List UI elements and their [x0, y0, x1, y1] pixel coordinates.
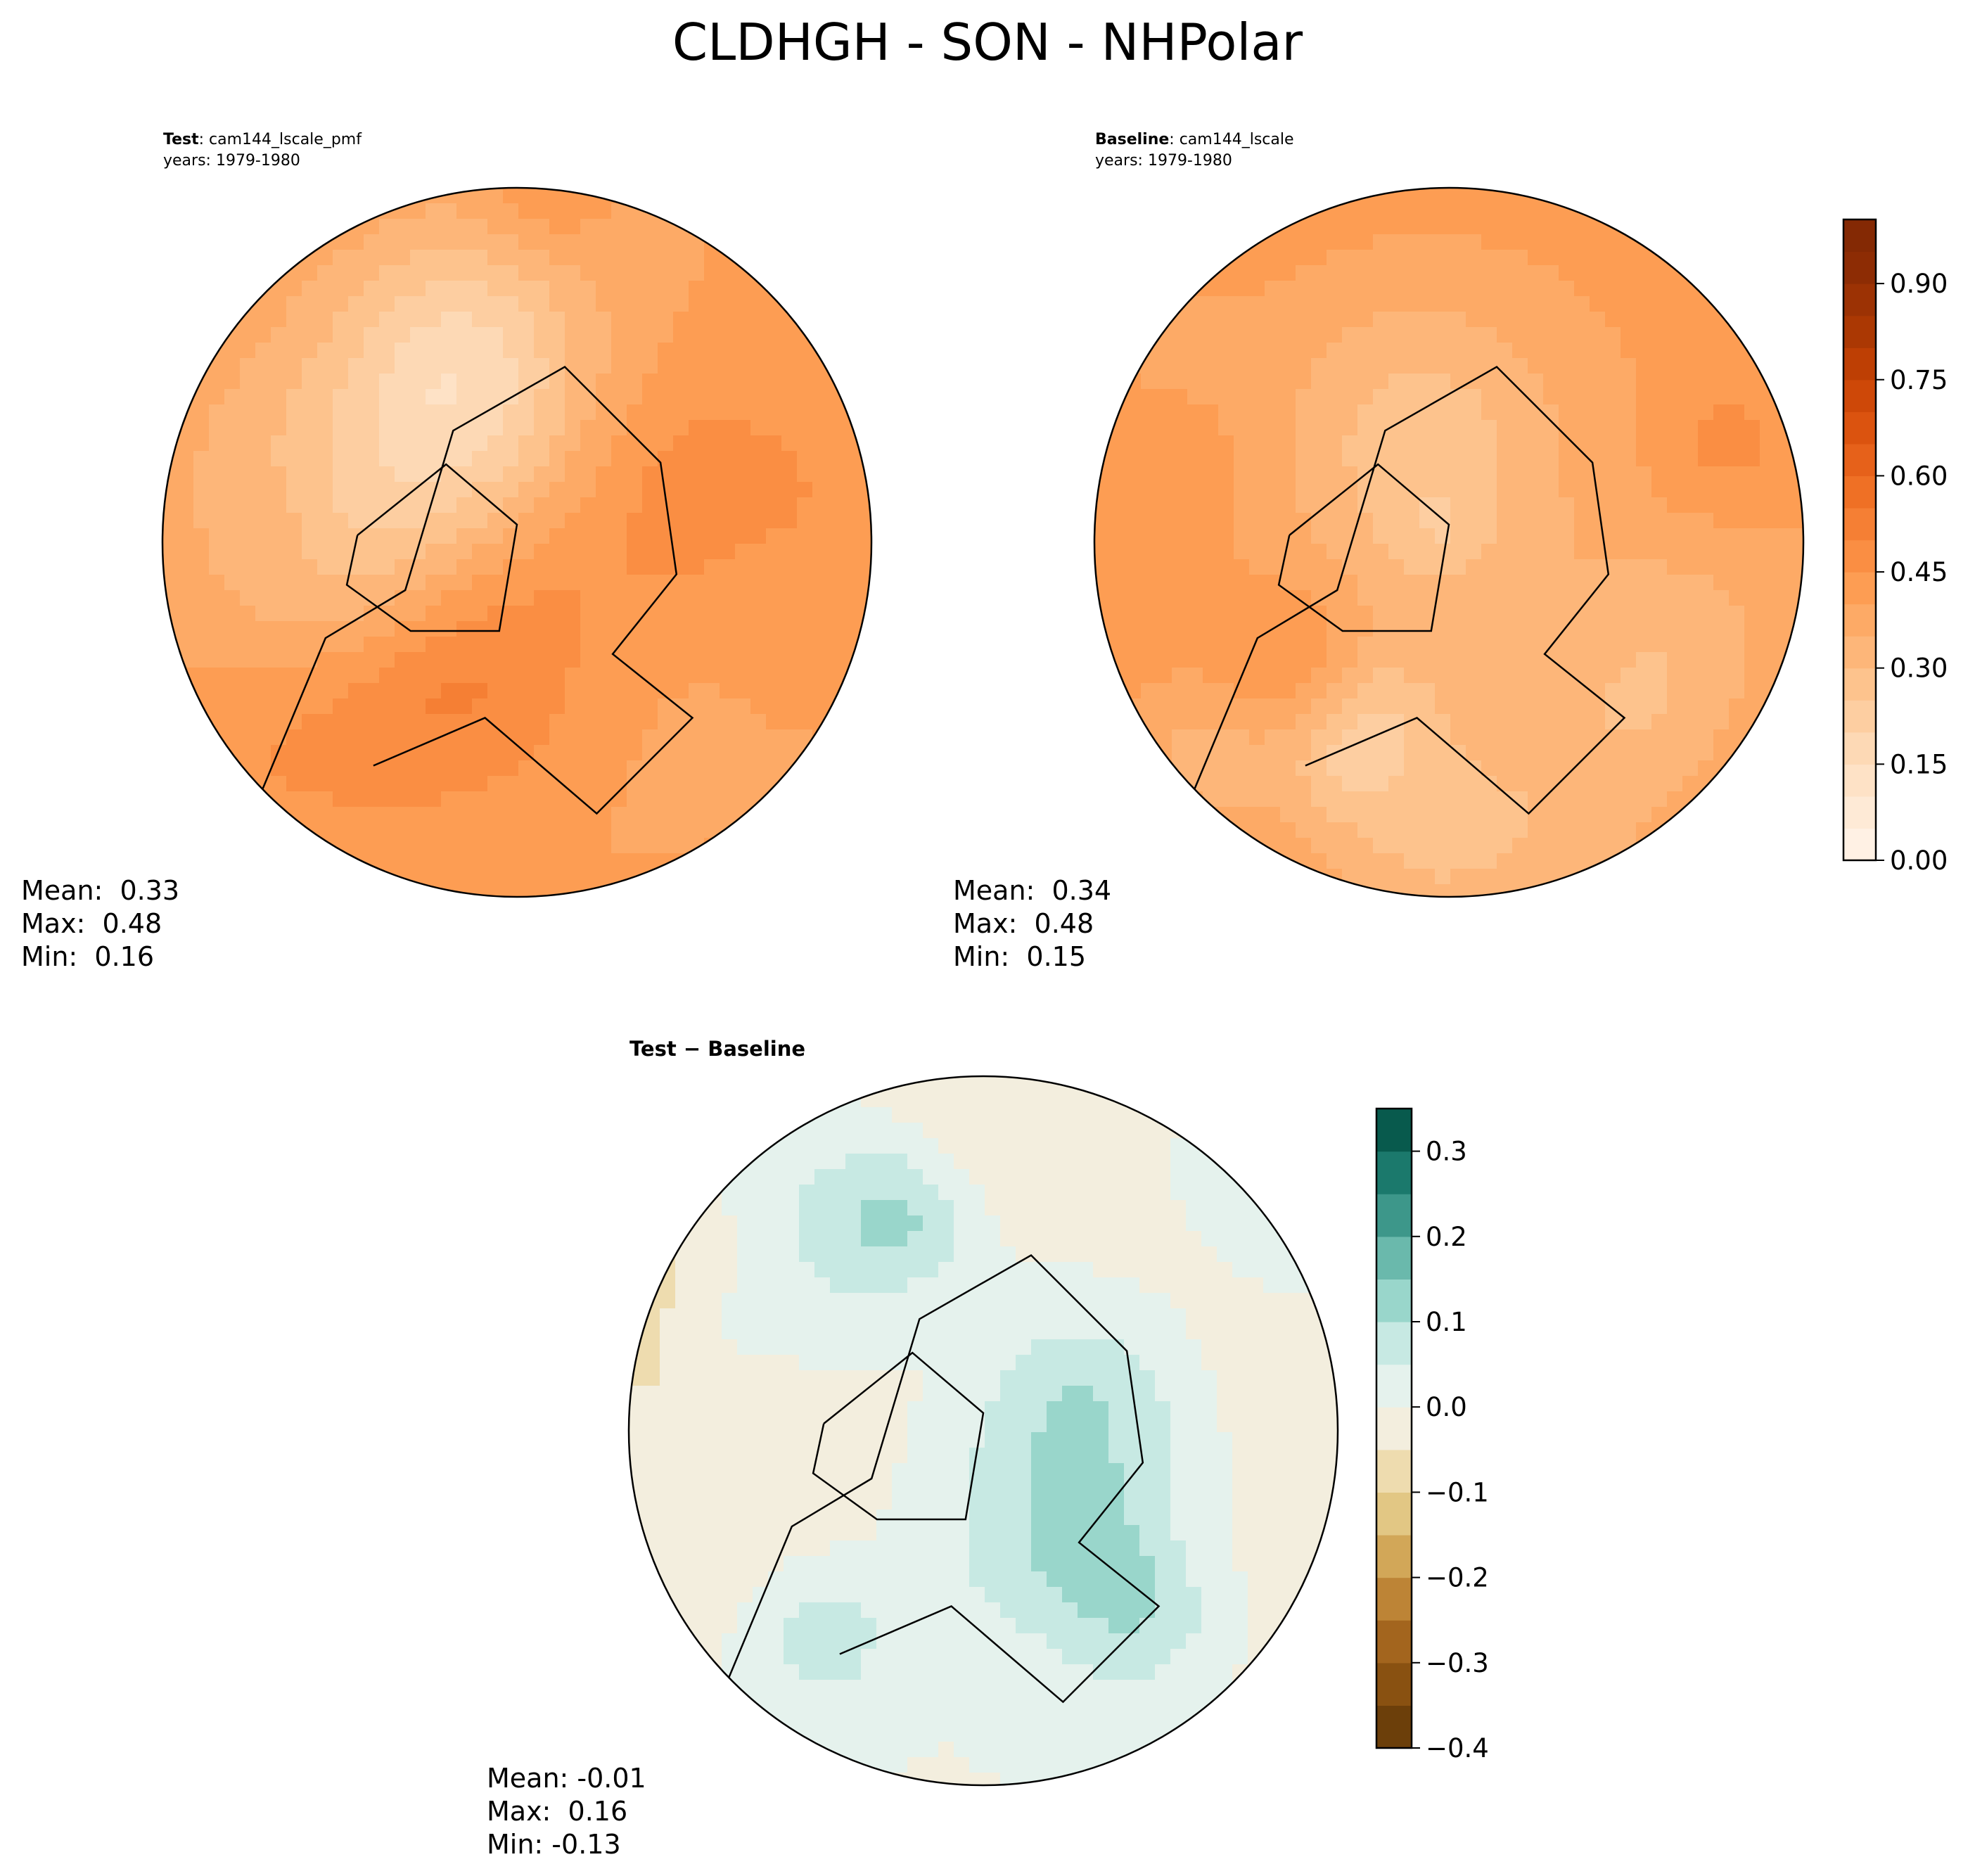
- test-years: years: 1979-1980: [163, 152, 300, 170]
- colorbar-top-band: [1843, 315, 1876, 348]
- colorbar-diff-band: [1376, 1662, 1412, 1706]
- baseline-years: years: 1979-1980: [1095, 152, 1232, 170]
- colorbar-top-tick-label: 0.45: [1890, 557, 1948, 587]
- baseline-label-text: : cam144_lscale: [1169, 131, 1294, 148]
- colorbar-top-outline: [1842, 218, 1877, 862]
- colorbar-diff-tick-label: −0.1: [1426, 1477, 1489, 1507]
- diff-map-boundary: [627, 1075, 1339, 1787]
- baseline-panel-label: Baseline: cam144_lscale years: 1979-1980: [1095, 129, 1294, 172]
- test-map-boundary: [161, 186, 873, 898]
- baseline-stats: Mean: 0.34 Max: 0.48 Min: 0.15: [953, 874, 1111, 974]
- test-label-bold: Test: [163, 131, 199, 148]
- colorbar-diff-band: [1376, 1194, 1412, 1237]
- colorbar-top-band: [1843, 540, 1876, 573]
- colorbar-top-band: [1843, 572, 1876, 605]
- colorbar-diff-tick-label: −0.4: [1426, 1733, 1489, 1763]
- colorbar-top-band: [1843, 507, 1876, 541]
- test-panel-label: Test: cam144_lscale_pmf years: 1979-1980: [163, 129, 362, 172]
- main-title: CLDHGH - SON - NHPolar: [672, 13, 1303, 72]
- test-mean: Mean: 0.33: [21, 875, 180, 906]
- colorbar-diff-tick-label: 0.2: [1426, 1222, 1467, 1252]
- colorbar-diff-band: [1376, 1322, 1412, 1365]
- baseline-min: Min: 0.15: [953, 941, 1086, 972]
- test-min: Min: 0.16: [21, 941, 154, 972]
- diff-stats: Mean: -0.01 Max: 0.16 Min: -0.13: [487, 1762, 646, 1861]
- colorbar-diff-tick-label: −0.2: [1426, 1563, 1489, 1593]
- colorbar-diff-band: [1376, 1109, 1412, 1152]
- colorbar-top-tick-label: 0.75: [1890, 365, 1948, 395]
- diff-map-greenland-coastline: [812, 1351, 985, 1521]
- colorbar-diff-band: [1376, 1620, 1412, 1664]
- baseline-map-coastline: [1177, 365, 1626, 830]
- colorbar-diff-tick-label: 0.3: [1426, 1137, 1467, 1167]
- colorbar-top-band: [1843, 636, 1876, 669]
- colorbar-diff-band: [1376, 1407, 1412, 1450]
- test-label-text: : cam144_lscale_pmf: [198, 131, 362, 148]
- colorbar-top-band: [1843, 251, 1876, 284]
- colorbar-top-tick-label: 0.30: [1890, 653, 1948, 684]
- colorbar-top-tick-label: 0.90: [1890, 269, 1948, 299]
- colorbar-top-band: [1843, 796, 1876, 829]
- baseline-map-boundary: [1093, 186, 1805, 898]
- test-max: Max: 0.48: [21, 908, 162, 939]
- colorbar-top-tick-label: 0.15: [1890, 749, 1948, 779]
- baseline-max: Max: 0.48: [953, 908, 1094, 939]
- colorbar-top-tick-label: 0.00: [1890, 846, 1948, 876]
- colorbar-top-band: [1843, 476, 1876, 509]
- colorbar-top-band: [1843, 604, 1876, 637]
- colorbar-top-band: [1843, 219, 1876, 253]
- baseline-label-bold: Baseline: [1095, 131, 1170, 148]
- colorbar-diff-tick-label: 0.1: [1426, 1307, 1467, 1337]
- colorbar-diff-tick-label: −0.3: [1426, 1648, 1489, 1678]
- diff-panel-title: Test − Baseline: [629, 1037, 806, 1061]
- colorbar-diff-band: [1376, 1279, 1412, 1322]
- baseline-map-greenland-coastline: [1277, 463, 1450, 632]
- colorbar-top-band: [1843, 764, 1876, 797]
- colorbar-top-band: [1843, 411, 1876, 445]
- colorbar-top-band: [1843, 668, 1876, 701]
- colorbar-top-band: [1843, 283, 1876, 317]
- colorbar-top-band: [1843, 379, 1876, 412]
- test-map-greenland-coastline: [345, 463, 518, 632]
- colorbar-diff-band: [1376, 1364, 1412, 1408]
- diff-min: Min: -0.13: [487, 1829, 621, 1860]
- colorbar-top-band: [1843, 732, 1876, 765]
- baseline-mean: Mean: 0.34: [953, 875, 1112, 906]
- colorbar-diff-band: [1376, 1449, 1412, 1493]
- colorbar-top-band: [1843, 700, 1876, 733]
- colorbar-top-band: [1843, 443, 1876, 476]
- colorbar-top-tick-label: 0.60: [1890, 461, 1948, 491]
- diff-mean: Mean: -0.01: [487, 1763, 646, 1794]
- colorbar-top-band: [1843, 828, 1876, 861]
- colorbar-diff-tick-label: 0.0: [1426, 1392, 1467, 1422]
- colorbar-diff-band: [1376, 1151, 1412, 1194]
- colorbar-diff-band: [1376, 1577, 1412, 1621]
- test-map-coastline: [245, 365, 694, 830]
- diff-map-coastline: [711, 1253, 1161, 1718]
- colorbar-diff-band: [1376, 1535, 1412, 1578]
- colorbar-top-band: [1843, 347, 1876, 381]
- colorbar-diff-band: [1376, 1492, 1412, 1536]
- colorbar-diff-band: [1376, 1705, 1412, 1749]
- colorbar-diff-band: [1376, 1236, 1412, 1280]
- diff-max: Max: 0.16: [487, 1796, 628, 1827]
- colorbar-diff-outline: [1375, 1107, 1413, 1749]
- test-stats: Mean: 0.33 Max: 0.48 Min: 0.16: [21, 874, 179, 974]
